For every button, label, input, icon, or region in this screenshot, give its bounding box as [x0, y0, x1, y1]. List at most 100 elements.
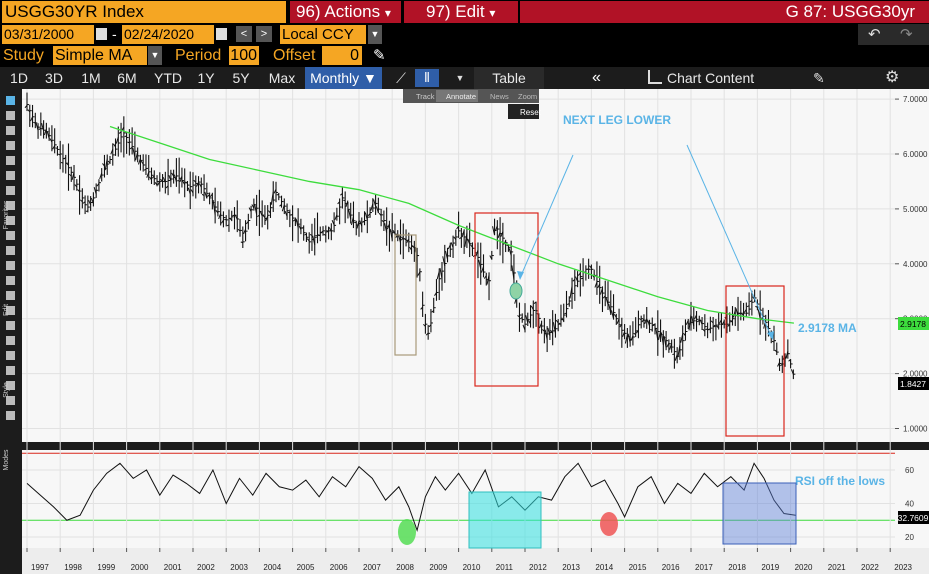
- collapse-icon[interactable]: «: [592, 69, 601, 86]
- offset-value: 0: [350, 47, 359, 64]
- price-bar-open: [373, 199, 377, 207]
- price-bar-open: [171, 172, 175, 177]
- zoom-tool[interactable]: Zoom: [518, 92, 537, 101]
- redo-icon[interactable]: ↷: [900, 26, 913, 43]
- range-6m[interactable]: 6M: [117, 70, 137, 86]
- rsi-red-circle: [600, 512, 618, 536]
- price-bar-open: [251, 204, 255, 209]
- reset-button[interactable]: [508, 104, 539, 119]
- price-bar-open: [340, 193, 343, 196]
- side-tool-icon: [6, 96, 15, 105]
- pencil-icon[interactable]: ✎: [373, 47, 386, 64]
- study-bar: Study Simple MA ▼ Period 100 Offset 0 ✎: [0, 45, 929, 67]
- line-chart-icon[interactable]: ⟋: [396, 70, 406, 86]
- price-bar-open: [323, 233, 327, 236]
- period-input[interactable]: 100: [229, 46, 259, 65]
- news-tool[interactable]: News: [490, 92, 509, 101]
- price-bar-open: [478, 259, 482, 270]
- last-price-tag: [898, 377, 929, 390]
- price-bar-open: [567, 303, 570, 305]
- chart-content-button[interactable]: Chart Content: [667, 70, 755, 86]
- price-bar-open: [605, 297, 609, 305]
- price-bar-open: [68, 173, 72, 177]
- price-bar-open: [185, 181, 188, 184]
- range-1y[interactable]: 1Y: [197, 70, 215, 86]
- table-button[interactable]: Table: [474, 67, 544, 89]
- end-date-input[interactable]: 02/24/2020: [122, 25, 214, 44]
- rsi-axis: 20 40 60: [905, 466, 914, 542]
- start-date-input[interactable]: 03/31/2000: [2, 25, 94, 44]
- price-bar-open: [298, 225, 302, 230]
- year-tick-label: 2017: [695, 563, 713, 572]
- price-bar-open: [420, 306, 424, 310]
- graph-id: G 87: USGG30yr: [520, 1, 929, 23]
- currency-select[interactable]: Local CCY: [280, 25, 366, 44]
- range-3d[interactable]: 3D: [45, 70, 63, 86]
- range-1d[interactable]: 1D: [10, 70, 28, 86]
- actions-button[interactable]: 96) Actions ▾: [290, 1, 401, 23]
- year-tick-label: 2003: [230, 563, 248, 572]
- year-tick-label: 1997: [31, 563, 49, 572]
- price-bar-open: [710, 320, 714, 324]
- chevron-left-icon[interactable]: <: [236, 26, 252, 42]
- year-tick-label: 2006: [330, 563, 348, 572]
- price-bar-open: [436, 271, 440, 280]
- gear-icon[interactable]: ⚙: [885, 69, 900, 86]
- edit-button[interactable]: 97) Edit ▾: [404, 1, 518, 23]
- price-bar-open: [774, 349, 778, 353]
- price-bar-open: [173, 174, 177, 183]
- price-bar-open: [140, 160, 144, 165]
- price-bar-open: [66, 162, 69, 166]
- track-tool[interactable]: Track: [416, 92, 435, 101]
- price-bar-open: [688, 314, 692, 331]
- price-bar-open: [52, 145, 56, 150]
- study-type-select[interactable]: Simple MA: [53, 46, 147, 65]
- price-bar-open: [243, 228, 247, 235]
- bar-chart-icon[interactable]: ⫴: [415, 69, 439, 87]
- price-bar-open: [356, 220, 360, 229]
- chevron-right-icon[interactable]: >: [256, 26, 272, 42]
- price-bar-open: [489, 255, 493, 260]
- edit-chart-icon[interactable]: ✎: [813, 70, 825, 86]
- chevron-down-icon[interactable]: ▼: [148, 46, 162, 65]
- price-bar-open: [350, 216, 354, 226]
- price-bar-open: [104, 158, 108, 171]
- price-bar-open: [375, 206, 379, 213]
- price-bar-open: [215, 209, 219, 214]
- frequency-select[interactable]: Monthly ▼: [305, 67, 382, 89]
- price-bar-open: [552, 322, 556, 334]
- price-bar-open: [577, 272, 581, 276]
- range-5y[interactable]: 5Y: [232, 70, 250, 86]
- side-tool-icon: [6, 351, 15, 360]
- arrow-line: [519, 154, 574, 279]
- price-bar-open: [218, 213, 222, 220]
- range-max[interactable]: Max: [268, 70, 296, 86]
- price-bar-open: [616, 318, 620, 324]
- price-bar-open: [165, 185, 169, 189]
- price-bar-open: [705, 328, 708, 331]
- range-1m[interactable]: 1M: [81, 70, 101, 86]
- ma-line: [109, 125, 794, 324]
- offset-input[interactable]: 0: [322, 46, 362, 65]
- price-bar-open: [38, 127, 42, 131]
- annotate-tool[interactable]: Annotate: [446, 92, 476, 101]
- chevron-down-icon[interactable]: ▼: [368, 25, 382, 44]
- panel-divider: [22, 442, 929, 450]
- price-bar-open: [539, 322, 543, 329]
- period-label: Period: [175, 47, 222, 64]
- price-bar-open: [273, 188, 277, 194]
- chevron-down-icon[interactable]: ▼: [455, 73, 465, 83]
- range-ytd[interactable]: YTD: [154, 70, 182, 86]
- price-bar-open: [290, 213, 293, 216]
- calendar-icon[interactable]: [96, 28, 107, 40]
- price-bar-open: [386, 223, 390, 230]
- price-bar-open: [580, 277, 584, 280]
- undo-icon[interactable]: ↶: [868, 26, 881, 43]
- calendar-icon[interactable]: [216, 28, 227, 40]
- price-bar-open: [27, 109, 31, 113]
- price-bar-open: [276, 193, 279, 196]
- ticker-field[interactable]: USGG30YR Index: [2, 1, 286, 23]
- side-tool-icon: [6, 171, 15, 180]
- price-bar-open: [611, 310, 615, 319]
- period-value: 100: [230, 47, 257, 64]
